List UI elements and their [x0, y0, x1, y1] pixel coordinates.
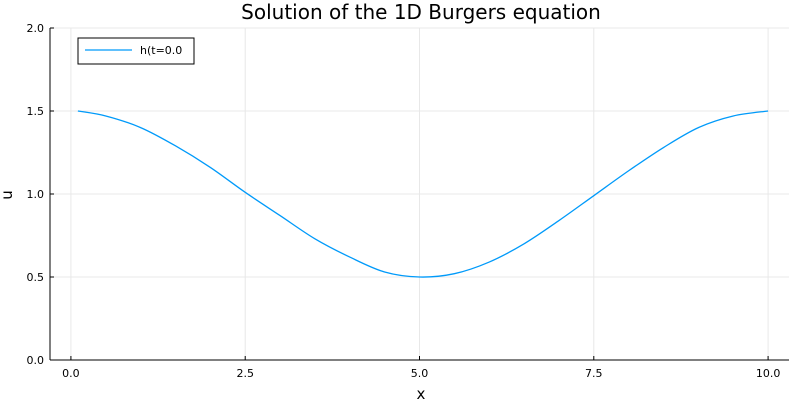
y-axis-label: u — [0, 190, 16, 200]
y-tick-label: 1.0 — [27, 188, 45, 201]
x-axis-label: x — [417, 385, 426, 400]
y-tick-label: 2.0 — [27, 22, 45, 35]
x-tick-label: 2.5 — [236, 367, 254, 380]
legend: h(t=0.0 — [77, 37, 195, 65]
x-tick-label: 5.0 — [411, 367, 429, 380]
series-line-0 — [77, 110, 769, 278]
y-tick-label: 0.5 — [27, 271, 45, 284]
grid — [50, 27, 789, 361]
x-tick-label: 7.5 — [585, 367, 603, 380]
x-tick-label: 0.0 — [62, 367, 80, 380]
legend-box — [77, 37, 195, 65]
series — [77, 110, 769, 278]
legend-label-series-0: h(t=0.0 — [140, 44, 182, 57]
y-tick-label: 0.0 — [27, 354, 45, 367]
chart-title: Solution of the 1D Burgers equation — [241, 0, 601, 24]
x-tick-label: 10.0 — [756, 367, 781, 380]
y-tick-label: 1.5 — [27, 105, 45, 118]
ticks: 0.0 2.5 5.0 7.5 10.0 0.0 0.5 1.0 1.5 2.0 — [27, 22, 781, 380]
